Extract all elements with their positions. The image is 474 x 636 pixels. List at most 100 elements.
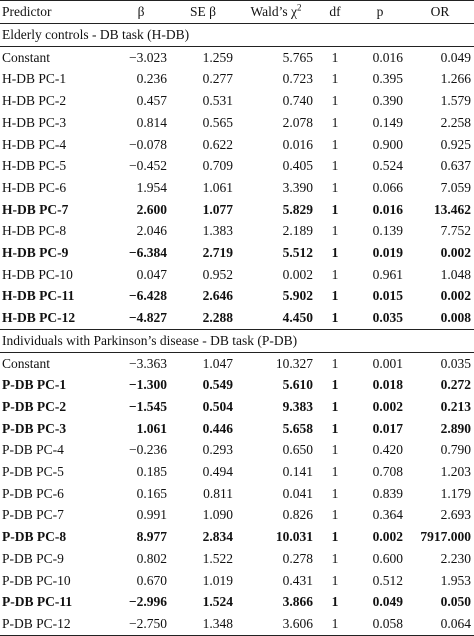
- cell-or: 0.790: [440, 442, 471, 458]
- table-row: P-DB PC-4 −0.236 0.293 0.650 1 0.420 0.790: [0, 439, 474, 461]
- header-row: Predictor β SE β Wald’s χ2 df p OR: [0, 0, 474, 24]
- cell-predictor: H-DB PC-6: [2, 179, 67, 195]
- cell-predictor: P-DB PC-9: [2, 550, 64, 566]
- cell-beta: −0.078: [129, 136, 167, 152]
- cell-p: 0.016: [372, 201, 403, 217]
- cell-p: 0.364: [372, 507, 403, 523]
- cell-p: 0.900: [372, 136, 403, 152]
- table-row: H-DB PC-7 2.600 1.077 5.829 1 0.016 13.462: [0, 199, 474, 221]
- cell-p: 0.524: [372, 158, 403, 174]
- cell-df: 1: [331, 158, 339, 174]
- cell-se-beta: 1.061: [202, 179, 233, 195]
- cell-se-beta: 1.383: [202, 223, 233, 239]
- cell-predictor: P-DB PC-11: [2, 594, 73, 610]
- cell-wald: 0.278: [282, 550, 313, 566]
- cell-wald: 0.041: [282, 485, 313, 501]
- cell-se-beta: 2.719: [202, 245, 233, 261]
- cell-se-beta: 2.288: [202, 310, 233, 326]
- table-row: P-DB PC-12 −2.750 1.348 3.606 1 0.058 0.064: [0, 612, 474, 636]
- cell-se-beta: 1.524: [202, 594, 233, 610]
- cell-or: 0.049: [440, 49, 471, 65]
- cell-df: 1: [331, 398, 339, 414]
- cell-se-beta: 1.522: [202, 550, 233, 566]
- cell-or: 0.035: [440, 355, 471, 371]
- table-row: P-DB PC-8 8.977 2.834 10.031 1 0.002 7917.000: [0, 526, 474, 548]
- cell-df: 1: [331, 442, 339, 458]
- header-or: OR: [406, 0, 474, 24]
- cell-df: 1: [331, 529, 339, 545]
- cell-predictor: P-DB PC-6: [2, 485, 64, 501]
- cell-or: 0.008: [440, 310, 471, 326]
- cell-p: 0.066: [372, 179, 403, 195]
- table-row: H-DB PC-11 −6.428 2.646 5.902 1 0.015 0.002: [0, 285, 474, 307]
- table-row: P-DB PC-5 0.185 0.494 0.141 1 0.708 1.203: [0, 461, 474, 483]
- cell-df: 1: [331, 266, 339, 282]
- cell-df: 1: [316, 612, 354, 636]
- cell-or: 2.693: [440, 507, 471, 523]
- cell-or: 2.890: [440, 420, 471, 436]
- cell-beta: −4.827: [128, 310, 167, 326]
- cell-or: 0.637: [440, 158, 471, 174]
- cell-df: 1: [331, 179, 339, 195]
- cell-df: 1: [331, 464, 339, 480]
- cell-or: 7.752: [440, 223, 471, 239]
- cell-wald: 5.512: [282, 245, 313, 261]
- table-row: H-DB PC-3 0.814 0.565 2.078 1 0.149 2.258: [0, 112, 474, 134]
- cell-p: 0.002: [372, 398, 403, 414]
- table-row: Constant −3.023 1.259 5.765 1 0.016 0.049: [0, 46, 474, 68]
- cell-se-beta: 0.622: [202, 136, 233, 152]
- cell-predictor: H-DB PC-11: [2, 288, 75, 304]
- cell-wald: 5.829: [282, 201, 313, 217]
- cell-se-beta: 0.709: [202, 158, 233, 174]
- cell-df: 1: [331, 355, 339, 371]
- cell-beta: 0.165: [136, 485, 167, 501]
- cell-predictor: Constant: [2, 49, 51, 65]
- cell-se-beta: 1.090: [202, 507, 233, 523]
- cell-p: 0.015: [372, 288, 403, 304]
- cell-p: 0.049: [372, 594, 403, 610]
- cell-wald: 10.327: [275, 355, 313, 371]
- cell-df: 1: [331, 71, 339, 87]
- cell-wald: 5.658: [282, 420, 313, 436]
- cell-wald: 0.002: [282, 266, 313, 282]
- cell-predictor: H-DB PC-10: [2, 266, 73, 282]
- cell-predictor: P-DB PC-12: [0, 612, 112, 636]
- table-row: Constant −3.363 1.047 10.327 1 0.001 0.035: [0, 352, 474, 374]
- table-row: P-DB PC-6 0.165 0.811 0.041 1 0.839 1.179: [0, 483, 474, 505]
- cell-predictor: H-DB PC-4: [2, 136, 67, 152]
- cell-p: 0.149: [372, 114, 403, 130]
- table-row: H-DB PC-6 1.954 1.061 3.390 1 0.066 7.059: [0, 177, 474, 199]
- cell-df: 1: [331, 245, 339, 261]
- table-row: P-DB PC-7 0.991 1.090 0.826 1 0.364 2.693: [0, 504, 474, 526]
- cell-df: 1: [331, 49, 339, 65]
- cell-predictor: P-DB PC-1: [2, 377, 67, 393]
- cell-or: 1.048: [440, 266, 471, 282]
- cell-or: 7917.000: [420, 529, 471, 545]
- cell-p: 0.139: [372, 223, 403, 239]
- cell-or: 7.059: [440, 179, 471, 195]
- cell-predictor: H-DB PC-12: [2, 310, 76, 326]
- cell-p: 0.002: [372, 529, 403, 545]
- cell-predictor: H-DB PC-9: [2, 245, 69, 261]
- section-header-row: Individuals with Parkinson’s disease - D…: [0, 328, 474, 353]
- table-row: H-DB PC-2 0.457 0.531 0.740 1 0.390 1.579: [0, 90, 474, 112]
- cell-p: 0.395: [372, 71, 403, 87]
- cell-wald: 3.866: [282, 594, 313, 610]
- cell-df: 1: [331, 377, 339, 393]
- cell-df: 1: [331, 288, 339, 304]
- cell-or: 1.179: [440, 485, 471, 501]
- table-row: H-DB PC-8 2.046 1.383 2.189 1 0.139 7.752: [0, 220, 474, 242]
- cell-beta: 0.991: [136, 507, 167, 523]
- cell-wald: 5.610: [282, 377, 313, 393]
- header-predictor: Predictor: [0, 0, 112, 24]
- cell-beta: 2.600: [136, 201, 167, 217]
- cell-p: 0.018: [372, 377, 403, 393]
- cell-df: 1: [331, 420, 339, 436]
- cell-df: 1: [331, 93, 339, 109]
- header-wald-label: Wald’s χ: [250, 4, 298, 20]
- cell-or: 0.064: [406, 612, 474, 636]
- cell-predictor: H-DB PC-8: [2, 223, 67, 239]
- table-header: Predictor β SE β Wald’s χ2 df p OR: [0, 0, 474, 24]
- cell-wald: 0.405: [282, 158, 313, 174]
